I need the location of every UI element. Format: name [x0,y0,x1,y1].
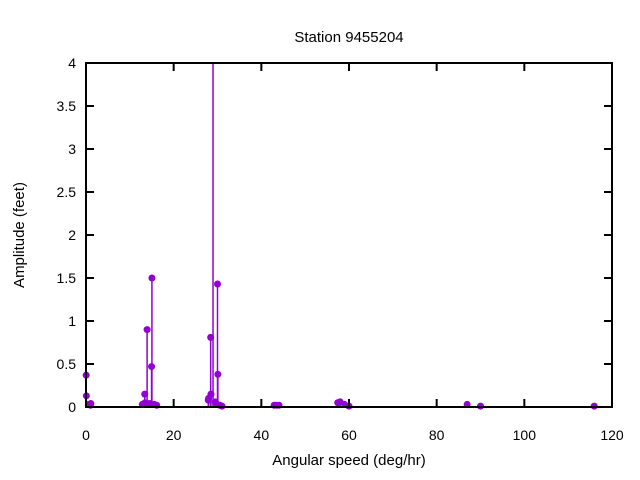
x-axis-label: Angular speed (deg/hr) [272,452,425,469]
x-tick-label: 60 [341,427,357,443]
data-point [148,363,156,371]
plot-border [85,62,613,408]
data-point [141,390,149,398]
y-axis-label: Amplitude (feet) [11,182,28,288]
data-point [214,370,222,378]
x-tick-label: 40 [254,427,270,443]
x-tick-label: 80 [429,427,445,443]
chart-title: Station 9455204 [294,29,403,46]
data-point [143,326,151,334]
y-tick-label: 0 [68,399,76,415]
data-point [207,390,215,398]
y-tick-label: 2 [68,227,76,243]
data-point [87,400,95,408]
y-tick-label: 3.5 [57,98,77,114]
y-tick-label: 1 [68,313,76,329]
y-tick-label: 1.5 [57,270,77,286]
plot-content: 0 20 40 60 80 100 120 0 0.5 1 1.5 2 2.5 3 3.5 4 [57,55,624,443]
y-tick-label: 0.5 [57,356,77,372]
x-tick-label: 20 [166,427,182,443]
data-point [214,280,221,288]
x-tick-label: 100 [513,427,537,443]
y-tick-label: 3 [68,141,76,157]
y-tick-label: 2.5 [57,184,77,200]
x-tick-label: 0 [82,427,90,443]
x-tick-label: 120 [600,427,624,443]
y-tick-label: 4 [68,55,76,71]
data-point [148,274,156,282]
data-point [207,333,215,341]
